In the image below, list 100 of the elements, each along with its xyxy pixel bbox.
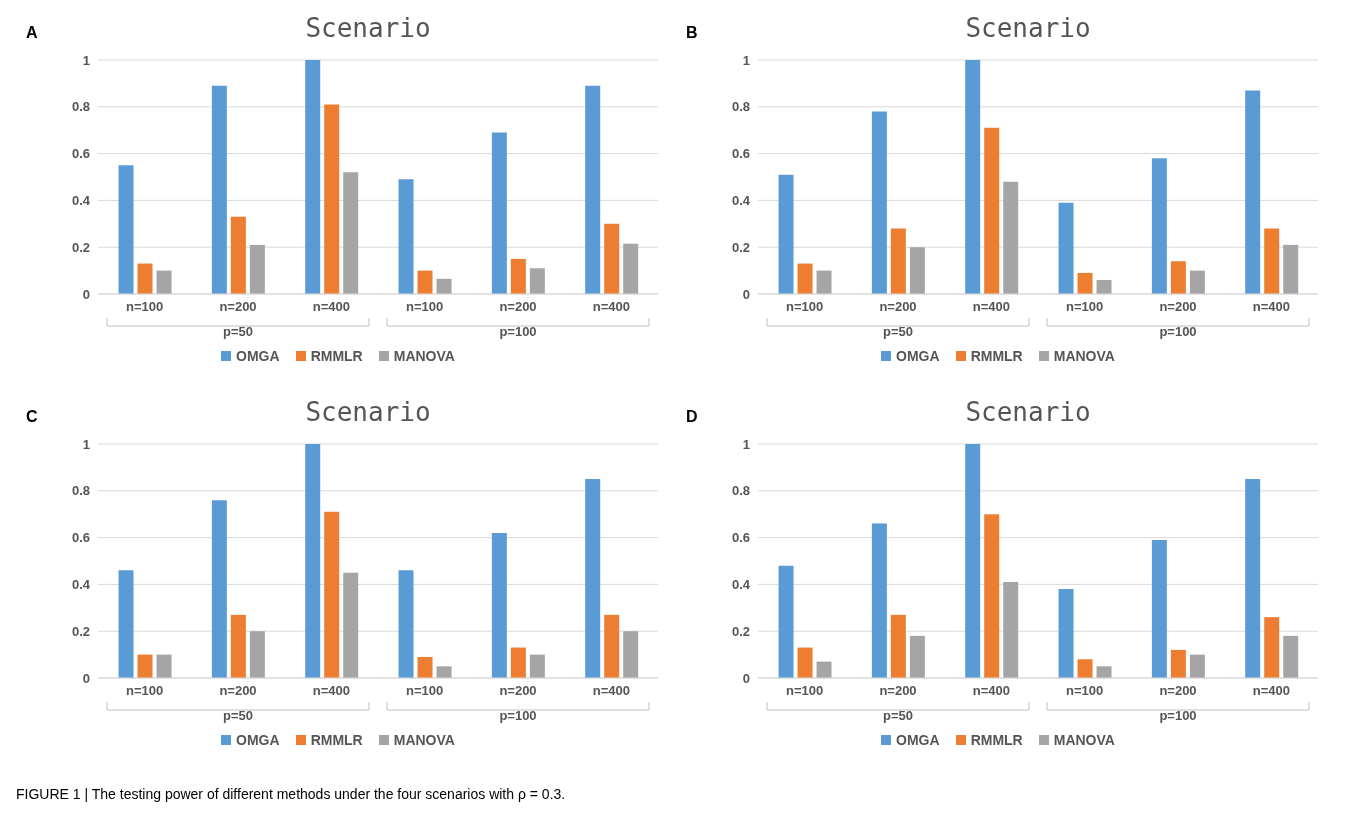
bar bbox=[417, 656, 433, 678]
bar bbox=[1058, 589, 1074, 678]
bar bbox=[965, 444, 981, 678]
x-tick-label: n=400 bbox=[972, 299, 1010, 315]
legend-label: RMMLR bbox=[309, 348, 363, 364]
y-tick-label: 0.6 bbox=[731, 530, 750, 546]
y-tick-label: 0.4 bbox=[731, 577, 751, 593]
y-tick-label: 0.6 bbox=[71, 146, 90, 162]
bar bbox=[1245, 479, 1261, 678]
bar bbox=[984, 127, 1000, 294]
bar bbox=[398, 179, 414, 294]
x-tick-label: n=400 bbox=[312, 683, 350, 699]
bar bbox=[529, 268, 545, 294]
x-tick-label: n=200 bbox=[499, 299, 537, 315]
bar bbox=[909, 247, 925, 294]
bar bbox=[623, 243, 639, 294]
bar bbox=[529, 654, 545, 678]
y-tick-label: 0.4 bbox=[71, 577, 91, 593]
bar bbox=[1170, 649, 1186, 678]
bar bbox=[436, 278, 452, 294]
bar bbox=[343, 572, 359, 678]
text: p=50 bbox=[222, 324, 254, 339]
x-tick-label: n=100 bbox=[786, 299, 824, 315]
y-tick-label: 0.6 bbox=[731, 146, 750, 162]
y-tick-label: 1 bbox=[742, 436, 750, 452]
text: p=100 bbox=[1158, 708, 1198, 723]
bar bbox=[1077, 659, 1093, 678]
bar bbox=[816, 661, 832, 678]
x-tick-label: n=200 bbox=[219, 299, 257, 315]
bar bbox=[604, 614, 620, 678]
bar bbox=[816, 270, 832, 294]
bar bbox=[118, 570, 134, 678]
bar bbox=[491, 132, 507, 294]
bar bbox=[510, 258, 526, 294]
x-tick-label: n=200 bbox=[499, 683, 537, 699]
bar bbox=[510, 647, 526, 678]
bar bbox=[211, 500, 227, 678]
x-tick-label: n=100 bbox=[406, 683, 444, 699]
chart-title: Scenario bbox=[965, 397, 1091, 427]
bar bbox=[436, 666, 452, 678]
bar bbox=[324, 511, 340, 678]
legend-label: OMGA bbox=[895, 732, 940, 748]
y-tick-label: 0 bbox=[82, 286, 90, 302]
bar bbox=[305, 444, 321, 678]
x-tick-label: n=200 bbox=[879, 683, 917, 699]
bar bbox=[1151, 539, 1167, 678]
bar bbox=[1189, 654, 1205, 678]
bar bbox=[1170, 261, 1186, 294]
y-tick-label: 0.8 bbox=[731, 483, 750, 499]
bar bbox=[623, 631, 639, 678]
bar bbox=[1058, 202, 1074, 294]
bar bbox=[890, 228, 906, 294]
x-tick-label: n=200 bbox=[879, 299, 917, 315]
text: p=50 bbox=[882, 324, 914, 339]
bar bbox=[778, 174, 794, 294]
y-tick-label: 0 bbox=[742, 670, 750, 686]
chart-title: Scenario bbox=[305, 397, 431, 427]
bar bbox=[230, 216, 246, 294]
y-tick-label: 0.4 bbox=[71, 193, 91, 209]
bar bbox=[585, 85, 601, 294]
text: p=100 bbox=[498, 324, 538, 339]
bar bbox=[797, 263, 813, 294]
x-tick-label: n=100 bbox=[406, 299, 444, 315]
x-tick-label: n=200 bbox=[1159, 299, 1197, 315]
bar bbox=[137, 654, 153, 678]
text: B bbox=[686, 24, 698, 42]
chart-title: Scenario bbox=[305, 13, 431, 43]
bar bbox=[305, 60, 321, 294]
text: p=100 bbox=[1158, 324, 1198, 339]
text: p=50 bbox=[222, 708, 254, 723]
legend-label: RMMLR bbox=[309, 732, 363, 748]
legend-label: OMGA bbox=[235, 348, 280, 364]
y-tick-label: 0.2 bbox=[71, 239, 90, 255]
bar bbox=[890, 614, 906, 678]
y-tick-label: 0.4 bbox=[731, 193, 751, 209]
x-tick-label: n=400 bbox=[972, 683, 1010, 699]
bar bbox=[324, 104, 340, 294]
bar bbox=[1245, 90, 1261, 294]
y-tick-label: 1 bbox=[742, 52, 750, 68]
legend-label: OMGA bbox=[235, 732, 280, 748]
bar bbox=[249, 244, 265, 294]
bar bbox=[778, 565, 794, 678]
bar bbox=[1151, 158, 1167, 294]
y-tick-label: 1 bbox=[82, 52, 90, 68]
bar bbox=[1283, 244, 1299, 294]
x-tick-label: n=400 bbox=[592, 299, 630, 315]
bar bbox=[585, 479, 601, 678]
bar bbox=[211, 85, 227, 294]
x-tick-label: n=400 bbox=[312, 299, 350, 315]
x-tick-label: n=100 bbox=[1066, 299, 1104, 315]
y-tick-label: 1 bbox=[82, 436, 90, 452]
bar bbox=[1003, 181, 1019, 294]
text: D bbox=[686, 408, 698, 426]
legend-label: MANOVA bbox=[1052, 348, 1115, 364]
bar bbox=[343, 172, 359, 294]
bar bbox=[1283, 635, 1299, 678]
x-tick-label: n=200 bbox=[219, 683, 257, 699]
x-tick-label: n=100 bbox=[126, 299, 164, 315]
legend-label: MANOVA bbox=[392, 348, 455, 364]
bar bbox=[1096, 666, 1112, 678]
